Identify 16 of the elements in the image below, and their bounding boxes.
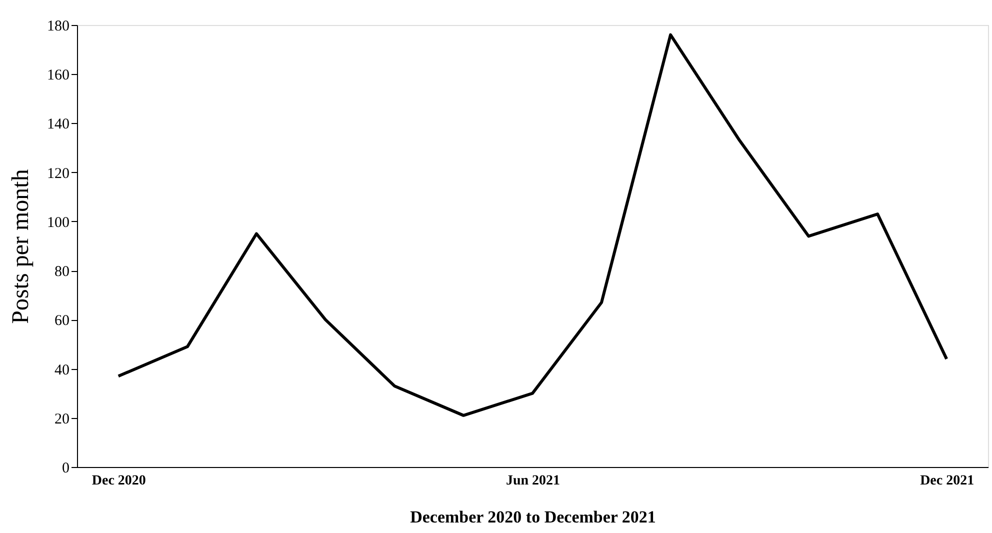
x-tick-label: Jun 2021: [506, 474, 560, 488]
y-tick-label: 180: [47, 18, 70, 34]
y-tick-label: 0: [62, 460, 70, 476]
y-tick-label: 40: [54, 362, 70, 378]
x-tick-label: Dec 2020: [92, 474, 146, 488]
y-tick-label: 160: [47, 68, 70, 84]
y-tick-label: 20: [54, 411, 70, 428]
y-tick-label: 100: [47, 214, 70, 231]
y-tick-label: 60: [54, 313, 70, 330]
y-tick-label: 80: [54, 264, 70, 280]
y-tick-label: 120: [47, 166, 70, 182]
x-axis-title: December 2020 to December 2021: [410, 508, 656, 526]
y-tick-label: 140: [47, 116, 70, 133]
line-series: [116, 33, 948, 417]
y-axis-title: Posts per month: [8, 169, 34, 324]
x-tick-label: Dec 2021: [920, 474, 974, 488]
